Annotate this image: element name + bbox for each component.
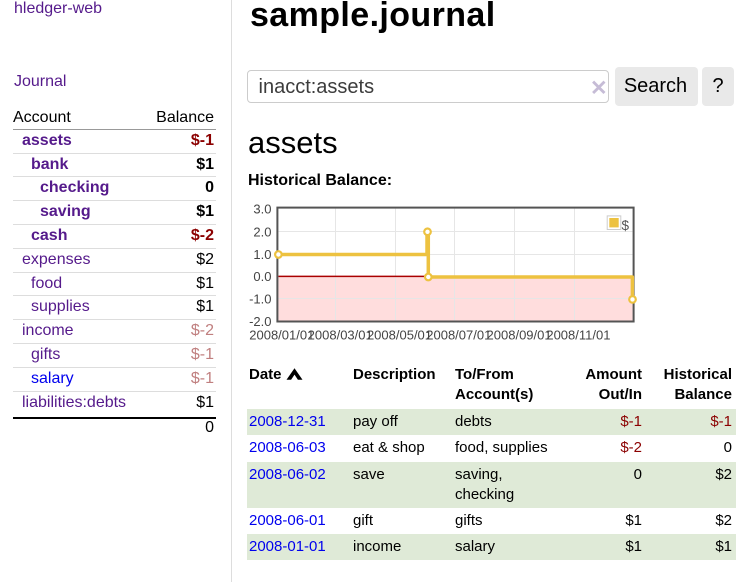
- svg-text:2.0: 2.0: [253, 224, 271, 239]
- svg-text:2008/09/01: 2008/09/01: [487, 328, 552, 343]
- svg-text:2008/05/01: 2008/05/01: [367, 328, 432, 343]
- svg-text:2008/07/01: 2008/07/01: [426, 328, 491, 343]
- svg-text:0.0: 0.0: [253, 269, 271, 284]
- svg-text:3.0: 3.0: [253, 202, 271, 217]
- svg-text:-1.0: -1.0: [249, 292, 271, 307]
- svg-text:2008/01/01: 2008/01/01: [249, 328, 314, 343]
- svg-text:2008/11/01: 2008/11/01: [546, 328, 610, 343]
- svg-text:2008/03/01: 2008/03/01: [308, 328, 373, 343]
- svg-text:1.0: 1.0: [253, 247, 271, 262]
- svg-text:$: $: [622, 218, 630, 233]
- svg-text:-2.0: -2.0: [249, 314, 271, 329]
